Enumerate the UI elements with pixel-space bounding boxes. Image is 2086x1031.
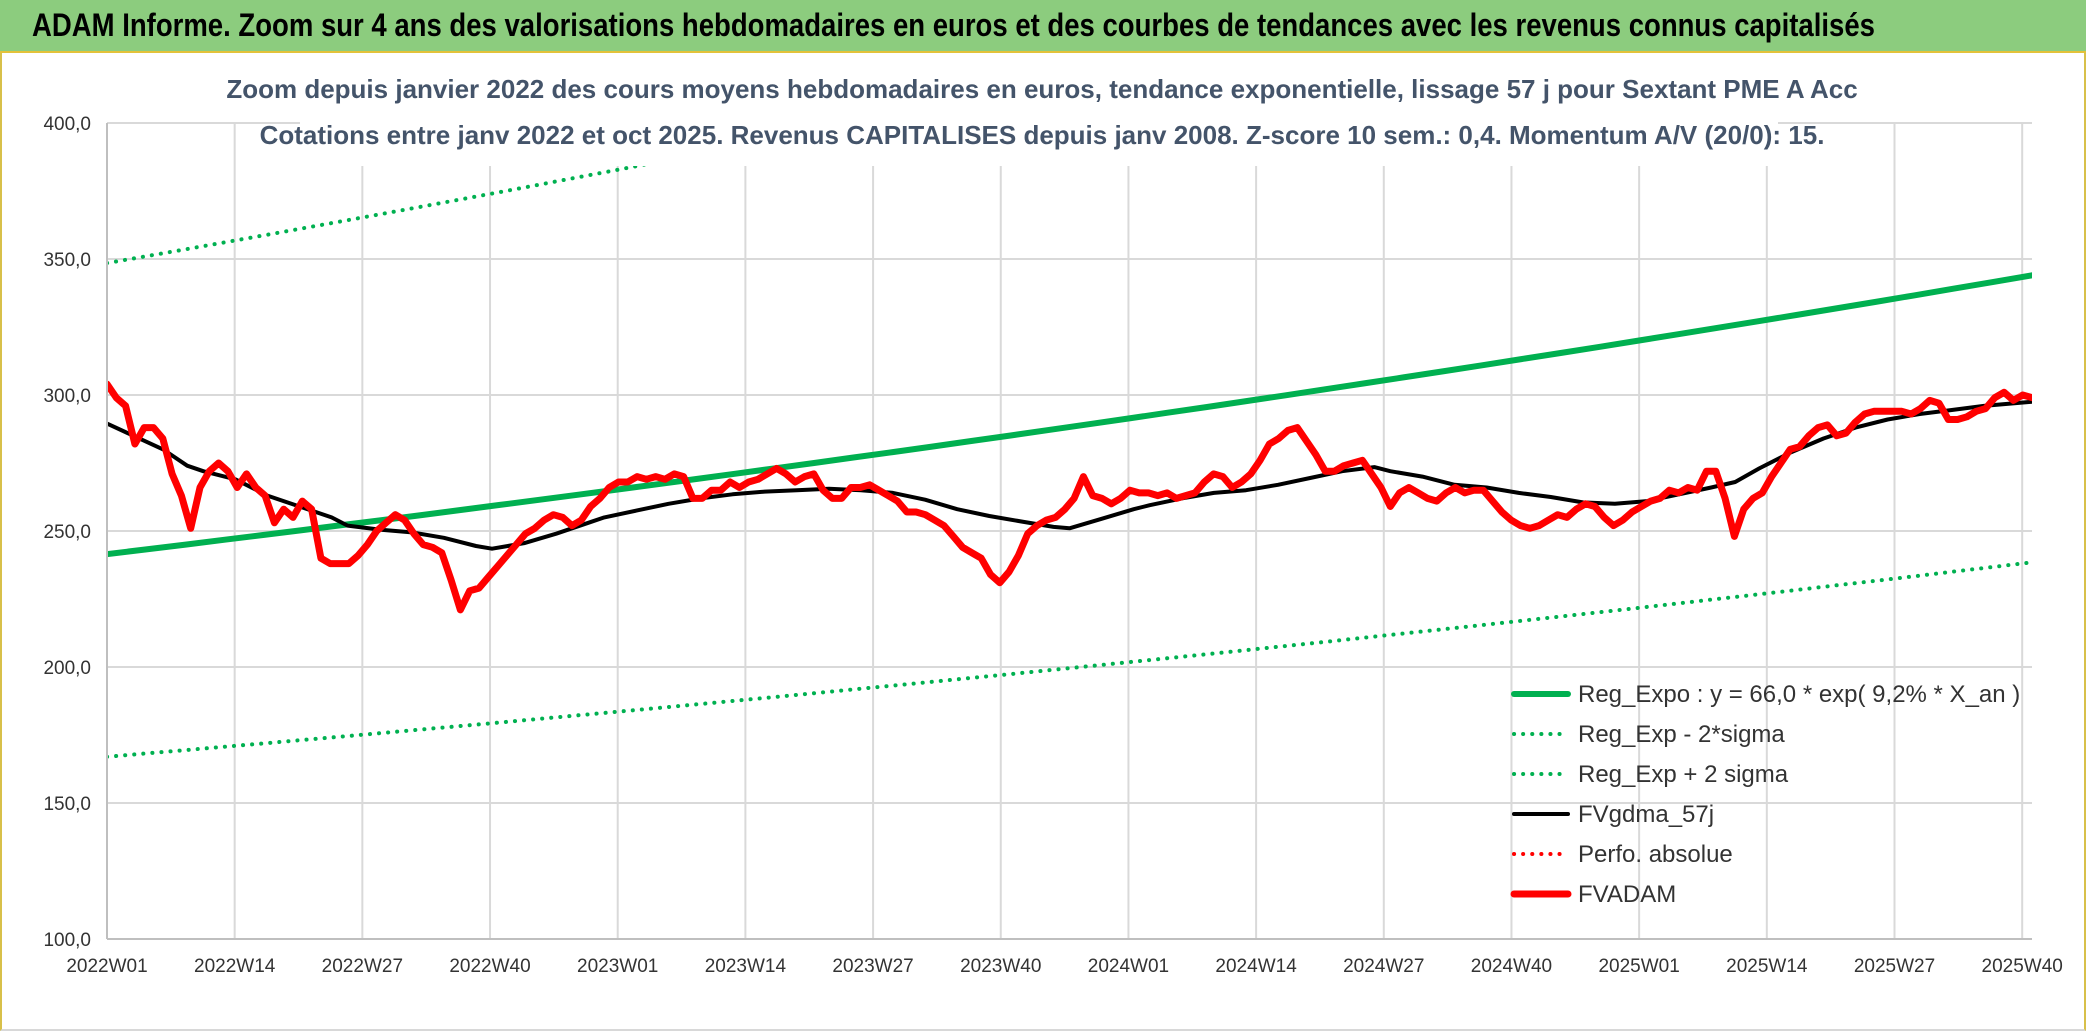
x-tick-label: 2024W40 bbox=[1471, 956, 1552, 977]
valuation-line-chart: 100,0 150,0 200,0 250,0 300,0 350,0 400,0 2022W… bbox=[43, 56, 2063, 977]
legend-label-reg-exp-2-sigma: Reg_Exp + 2 sigma bbox=[1578, 761, 1789, 788]
x-tick-label: 2023W14 bbox=[705, 956, 787, 977]
chart-frame: 100,0 150,0 200,0 250,0 300,0 350,0 400,0 2022W… bbox=[0, 53, 2086, 1031]
x-tick-label: 2024W27 bbox=[1343, 956, 1424, 977]
series-line-reg-exp-2-sigma bbox=[107, 560, 2032, 759]
legend-label-perfo-absolue: Perfo. absolue bbox=[1578, 841, 1733, 868]
y-tick-label: 300,0 bbox=[43, 386, 91, 407]
legend: Reg_Expo : y = 66,0 * exp( 9,2% * X_an )… bbox=[1510, 681, 2020, 908]
subtitle-line-2: Cotations entre janv 2022 et oct 2025. R… bbox=[260, 120, 1825, 150]
legend-label-fvadam: FVADAM bbox=[1578, 881, 1676, 908]
report-banner: ADAM Informe. Zoom sur 4 ans des valoris… bbox=[0, 0, 2086, 53]
y-tick-label: 350,0 bbox=[43, 250, 91, 271]
series-line-fvadam bbox=[107, 380, 2032, 614]
x-tick-label: 2022W14 bbox=[194, 956, 276, 977]
series-line-reg-exp-2-sigma bbox=[107, 73, 1111, 266]
x-tick-label: 2025W14 bbox=[1726, 956, 1808, 977]
y-tick-label: 200,0 bbox=[43, 658, 91, 679]
x-tick-label: 2024W14 bbox=[1215, 956, 1297, 977]
x-tick-label: 2025W01 bbox=[1598, 956, 1679, 977]
x-tick-label: 2025W27 bbox=[1854, 956, 1935, 977]
legend-label-reg-expo-y-66-0-exp-9-2-x-an: Reg_Expo : y = 66,0 * exp( 9,2% * X_an ) bbox=[1578, 681, 2020, 708]
x-tick-label: 2024W01 bbox=[1088, 956, 1169, 977]
y-tick-label: 100,0 bbox=[43, 930, 91, 951]
series-line-fvgdma-57j bbox=[107, 399, 2032, 551]
series-group bbox=[107, 73, 2032, 759]
x-tick-label: 2023W27 bbox=[832, 956, 913, 977]
legend-label-fvgdma-57j: FVgdma_57j bbox=[1578, 801, 1714, 828]
x-tick-label: 2022W27 bbox=[322, 956, 403, 977]
subtitle-background bbox=[300, 56, 1778, 166]
chart-subtitle: Zoom depuis janvier 2022 des cours moyen… bbox=[226, 56, 1858, 166]
x-tick-label: 2022W40 bbox=[449, 956, 530, 977]
y-tick-label: 250,0 bbox=[43, 522, 91, 543]
y-tick-label: 150,0 bbox=[43, 794, 91, 815]
report-title: ADAM Informe. Zoom sur 4 ans des valoris… bbox=[32, 7, 1875, 43]
subtitle-line-1: Zoom depuis janvier 2022 des cours moyen… bbox=[226, 74, 1857, 104]
x-tick-label: 2023W40 bbox=[960, 956, 1041, 977]
y-tick-label: 400,0 bbox=[43, 114, 91, 135]
series-line-reg-expo-y-66-0-exp-9-2-x-an bbox=[107, 272, 2032, 558]
axes: 100,0 150,0 200,0 250,0 300,0 350,0 400,0 2022W… bbox=[43, 114, 2062, 977]
x-tick-label: 2023W01 bbox=[577, 956, 658, 977]
x-tick-label: 2025W40 bbox=[1982, 956, 2063, 977]
x-tick-label: 2022W01 bbox=[66, 956, 147, 977]
legend-label-reg-exp-2-sigma: Reg_Exp - 2*sigma bbox=[1578, 721, 1785, 748]
gridlines bbox=[107, 122, 2032, 940]
